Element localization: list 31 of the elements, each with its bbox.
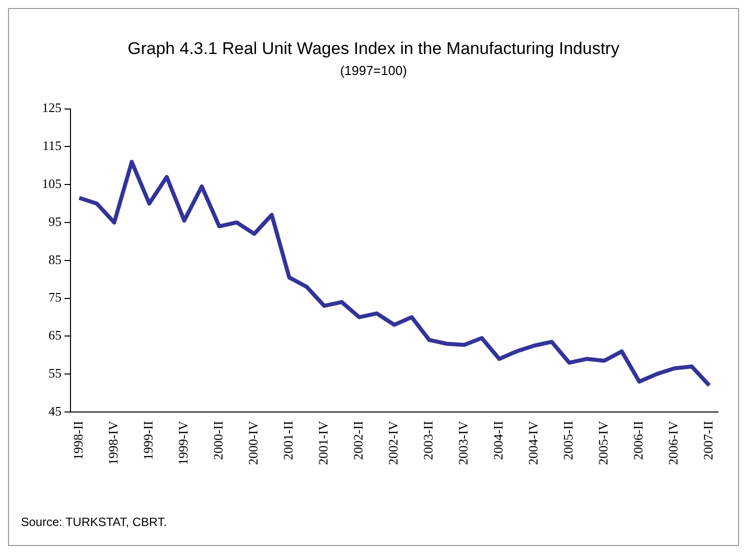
x-tick-label: 2005-II — [560, 420, 576, 460]
x-tick-label: 2004-IV — [526, 420, 541, 465]
chart-title: Graph 4.3.1 Real Unit Wages Index in the Manufacturing Industry — [126, 39, 620, 59]
y-tick-label: 95 — [48, 214, 62, 229]
y-tick-label: 65 — [48, 328, 62, 343]
x-tick-label: 2002-II — [350, 420, 366, 460]
x-tick-label: 2004-II — [490, 420, 506, 460]
y-tick-label: 75 — [48, 290, 62, 305]
y-tick-label: 55 — [48, 365, 62, 380]
x-tick-label: 2000-II — [210, 420, 226, 460]
x-tick-label: 1999-II — [140, 420, 156, 460]
y-tick-label: 125 — [42, 100, 62, 116]
x-tick-label: 1999-IV — [176, 420, 191, 465]
y-tick-label: 105 — [42, 176, 62, 192]
x-tick-label: 2005-IV — [596, 420, 611, 465]
x-tick-label: 2000-IV — [246, 420, 261, 465]
x-tick-label: 2003-IV — [456, 420, 471, 465]
y-tick-label: 85 — [48, 252, 62, 267]
x-tick-label: 2001-IV — [316, 420, 331, 465]
x-tick-label: 2007-II — [700, 420, 716, 460]
x-tick-label: 2002-IV — [386, 420, 401, 465]
x-tick-label: 1998-IV — [106, 420, 121, 465]
x-tick-label: 2003-II — [420, 420, 436, 460]
chart-subtitle: (1997=100) — [339, 63, 408, 78]
y-tick-label: 115 — [42, 138, 62, 154]
x-tick-label: 2006-IV — [666, 420, 681, 465]
y-tick-label: 45 — [48, 403, 62, 418]
x-tick-label: 2006-II — [630, 420, 646, 460]
x-tick-label: 1998-II — [70, 420, 86, 460]
source-note: Source: TURKSTAT, CBRT. — [21, 515, 167, 529]
x-tick-label: 2001-II — [280, 420, 296, 460]
